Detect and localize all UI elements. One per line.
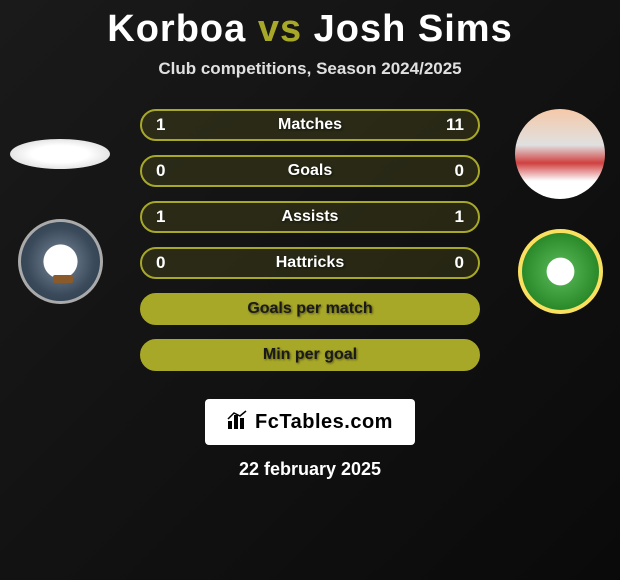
vs-text: vs [258,8,302,50]
stat-label: Goals per match [247,300,372,318]
brand-logo: FcTables.com [205,399,415,445]
stat-value-right: 0 [455,161,464,181]
subtitle: Club competitions, Season 2024/2025 [0,59,620,79]
stat-value-left: 0 [156,161,165,181]
stat-label: Min per goal [263,346,357,364]
date-label: 22 february 2025 [0,459,620,480]
stat-value-left: 0 [156,253,165,273]
player2-column [510,109,610,314]
stat-value-left: 1 [156,207,165,227]
stat-row-goals-per-match: Goals per match [140,293,480,325]
player1-column [10,109,110,304]
comparison-content: 1 Matches 11 0 Goals 0 1 Assists 1 0 Hat… [0,109,620,389]
stats-table: 1 Matches 11 0 Goals 0 1 Assists 1 0 Hat… [140,109,480,385]
comparison-title: Korboa vs Josh Sims [0,0,620,51]
stat-value-right: 11 [446,115,464,135]
stat-row-goals: 0 Goals 0 [140,155,480,187]
stat-label: Assists [282,208,339,226]
stat-value-left: 1 [156,115,165,135]
stat-row-hattricks: 0 Hattricks 0 [140,247,480,279]
player1-name: Korboa [107,8,246,50]
player2-avatar [515,109,605,199]
stat-label: Goals [288,162,332,180]
stats-icon [227,409,249,435]
stat-label: Hattricks [276,254,344,272]
stat-label: Matches [278,116,342,134]
player1-avatar [10,139,110,169]
stat-value-right: 0 [455,253,464,273]
stat-row-matches: 1 Matches 11 [140,109,480,141]
player1-club-crest [18,219,103,304]
player2-name: Josh Sims [314,8,513,50]
footer: FcTables.com 22 february 2025 [0,399,620,480]
player2-club-crest [518,229,603,314]
brand-name: FcTables.com [255,411,393,434]
stat-value-right: 1 [455,207,464,227]
stat-row-min-per-goal: Min per goal [140,339,480,371]
stat-row-assists: 1 Assists 1 [140,201,480,233]
